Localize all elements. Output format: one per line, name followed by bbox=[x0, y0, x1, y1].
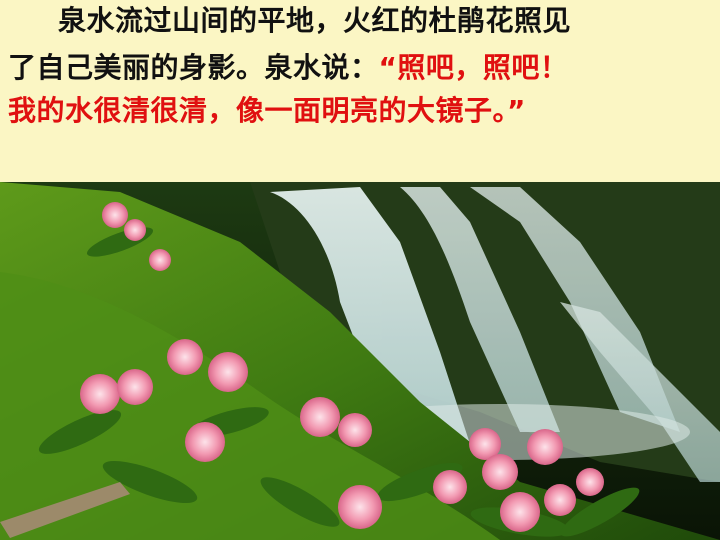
text-panel: 泉水流过山间的平地，火红的杜鹃花照见 了自己美丽的身影。泉水说：“照吧，照吧！ … bbox=[0, 0, 720, 182]
fallen-branch bbox=[0, 482, 130, 538]
paragraph-line-1: 泉水流过山间的平地，火红的杜鹃花照见 bbox=[58, 4, 572, 37]
waterfall-photo bbox=[0, 182, 720, 540]
paragraph-line-3: 我的水很清很清，像一面明亮的大镜子。” bbox=[8, 94, 526, 127]
narration-text: 了自己美丽的身影。泉水说： bbox=[8, 51, 379, 84]
azalea-flowers bbox=[80, 202, 604, 532]
quote-text-start: “照吧，照吧！ bbox=[378, 51, 569, 84]
paragraph-line-2: 了自己美丽的身影。泉水说：“照吧，照吧！ bbox=[8, 50, 568, 86]
